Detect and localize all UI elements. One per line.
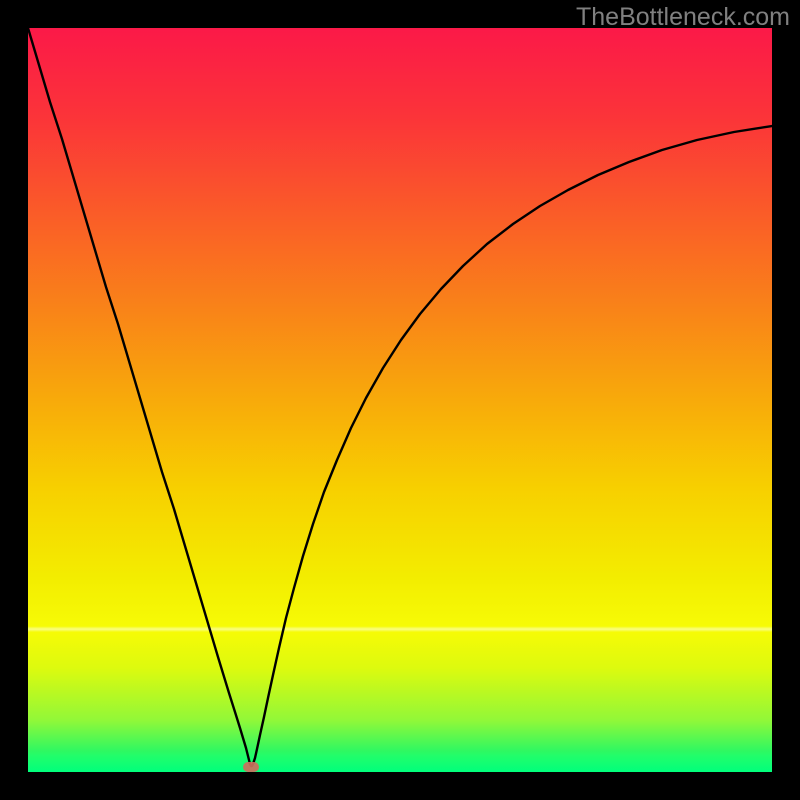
optimal-marker [243,762,259,772]
bottleneck-chart [28,28,772,772]
watermark-text: TheBottleneck.com [576,3,790,32]
stage: TheBottleneck.com [0,0,800,800]
